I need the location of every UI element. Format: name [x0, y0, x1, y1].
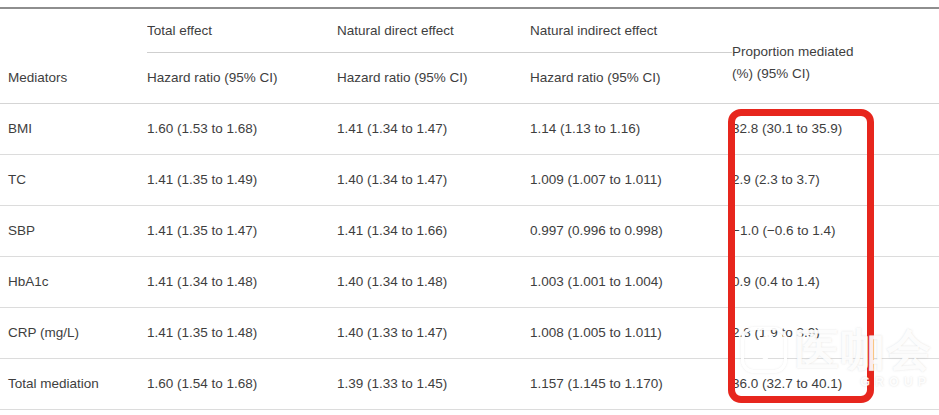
natural-indirect-effect-cell: 0.997 (0.996 to 0.998) — [530, 205, 732, 256]
total-effect-cell: 1.41 (1.35 to 1.49) — [147, 154, 337, 205]
natural-direct-effect-cell: 1.39 (1.33 to 1.45) — [337, 358, 530, 409]
total-effect-cell: 1.41 (1.35 to 1.47) — [147, 205, 337, 256]
natural-indirect-effect-cell: 1.14 (1.13 to 1.16) — [530, 103, 732, 154]
header-group-row: Total effect Natural direct effect Natur… — [0, 8, 939, 52]
watermark: 医咖会 GROUP — [741, 327, 933, 389]
mediator-cell: Total mediation — [0, 358, 147, 409]
col-header-proportion-mediated: Proportion mediated (%) (95% CI) — [732, 8, 939, 103]
col-header-total-effect: Total effect — [147, 8, 337, 52]
subheader-hazard-ratio-direct: Hazard ratio (95% CI) — [337, 52, 530, 103]
col-header-natural-indirect-effect: Natural indirect effect — [530, 8, 732, 52]
total-effect-cell: 1.60 (1.54 to 1.68) — [147, 358, 337, 409]
natural-direct-effect-cell: 1.40 (1.33 to 1.47) — [337, 307, 530, 358]
natural-indirect-effect-cell: 1.157 (1.145 to 1.170) — [530, 358, 732, 409]
natural-direct-effect-cell: 1.40 (1.34 to 1.48) — [337, 256, 530, 307]
natural-indirect-effect-cell: 1.009 (1.007 to 1.011) — [530, 154, 732, 205]
mediator-cell: BMI — [0, 103, 147, 154]
mediation-table-page: Total effect Natural direct effect Natur… — [0, 0, 939, 415]
natural-direct-effect-cell: 1.41 (1.34 to 1.47) — [337, 103, 530, 154]
total-effect-cell: 1.41 (1.35 to 1.48) — [147, 307, 337, 358]
natural-indirect-effect-cell: 1.008 (1.005 to 1.011) — [530, 307, 732, 358]
total-effect-cell: 1.41 (1.34 to 1.48) — [147, 256, 337, 307]
watermark-subtitle-text: GROUP — [741, 375, 933, 389]
col-header-natural-direct-effect: Natural direct effect — [337, 8, 530, 52]
natural-indirect-effect-cell: 1.003 (1.001 to 1.004) — [530, 256, 732, 307]
subheader-hazard-ratio-indirect: Hazard ratio (95% CI) — [530, 52, 732, 103]
corner-cell — [0, 8, 147, 52]
stethoscope-swoosh-icon — [751, 334, 777, 366]
proportion-header-line2: (%) (95% CI) — [732, 66, 810, 81]
watermark-brand-text: 医咖会 — [795, 328, 933, 372]
watermark-logo-icon — [741, 327, 787, 373]
mediator-cell: TC — [0, 154, 147, 205]
col-header-mediators: Mediators — [0, 52, 147, 103]
mediator-cell: CRP (mg/L) — [0, 307, 147, 358]
natural-direct-effect-cell: 1.41 (1.34 to 1.66) — [337, 205, 530, 256]
natural-direct-effect-cell: 1.40 (1.34 to 1.47) — [337, 154, 530, 205]
total-effect-cell: 1.60 (1.53 to 1.68) — [147, 103, 337, 154]
subheader-hazard-ratio-total: Hazard ratio (95% CI) — [147, 52, 337, 103]
proportion-header-line1: Proportion mediated — [732, 44, 854, 59]
mediator-cell: SBP — [0, 205, 147, 256]
mediator-cell: HbA1c — [0, 256, 147, 307]
